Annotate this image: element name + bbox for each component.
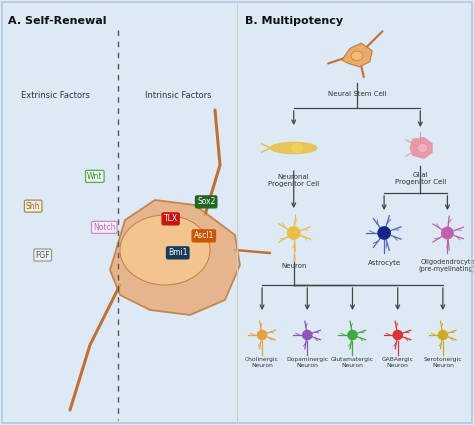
Circle shape bbox=[441, 227, 454, 239]
Text: Cholinergic
Neuron: Cholinergic Neuron bbox=[245, 357, 279, 368]
Text: B. Multipotency: B. Multipotency bbox=[245, 16, 343, 26]
Text: FGF: FGF bbox=[36, 250, 50, 260]
Text: Serotonergic
Neuron: Serotonergic Neuron bbox=[424, 357, 462, 368]
Text: Shh: Shh bbox=[26, 201, 40, 211]
Text: Extrinsic Factors: Extrinsic Factors bbox=[20, 91, 90, 99]
Circle shape bbox=[302, 330, 312, 340]
Circle shape bbox=[392, 330, 403, 340]
Text: Neuron: Neuron bbox=[281, 263, 307, 269]
Text: Neuronal
Progenitor Cell: Neuronal Progenitor Cell bbox=[268, 174, 319, 187]
Polygon shape bbox=[342, 43, 372, 67]
Ellipse shape bbox=[290, 142, 304, 153]
Polygon shape bbox=[110, 200, 240, 315]
Text: Glial
Progenitor Cell: Glial Progenitor Cell bbox=[395, 172, 446, 185]
Text: Neural Stem Cell: Neural Stem Cell bbox=[328, 91, 386, 97]
Text: Wnt: Wnt bbox=[87, 172, 102, 181]
Text: TLX: TLX bbox=[164, 214, 178, 224]
Text: Oligodendrocyte
(pre-myelinating): Oligodendrocyte (pre-myelinating) bbox=[419, 259, 474, 272]
Text: Ascl1: Ascl1 bbox=[194, 231, 214, 241]
Circle shape bbox=[257, 330, 267, 340]
Text: Sox2: Sox2 bbox=[197, 197, 215, 207]
Text: A. Self-Renewal: A. Self-Renewal bbox=[8, 16, 107, 26]
Circle shape bbox=[347, 330, 358, 340]
Polygon shape bbox=[410, 138, 432, 159]
Circle shape bbox=[287, 226, 301, 240]
Ellipse shape bbox=[351, 51, 363, 60]
Ellipse shape bbox=[270, 142, 317, 154]
Ellipse shape bbox=[120, 215, 210, 285]
Text: Dopaminergic
Neuron: Dopaminergic Neuron bbox=[286, 357, 328, 368]
Text: Intrinsic Factors: Intrinsic Factors bbox=[145, 91, 211, 99]
Text: Bmi1: Bmi1 bbox=[168, 248, 188, 258]
Ellipse shape bbox=[417, 144, 428, 153]
Circle shape bbox=[438, 330, 448, 340]
Text: Glutamatergic
Neuron: Glutamatergic Neuron bbox=[331, 357, 374, 368]
Text: GABAergic
Neuron: GABAergic Neuron bbox=[382, 357, 414, 368]
Text: Notch: Notch bbox=[93, 223, 116, 232]
Circle shape bbox=[377, 226, 391, 240]
Text: Astrocyte: Astrocyte bbox=[367, 260, 401, 266]
